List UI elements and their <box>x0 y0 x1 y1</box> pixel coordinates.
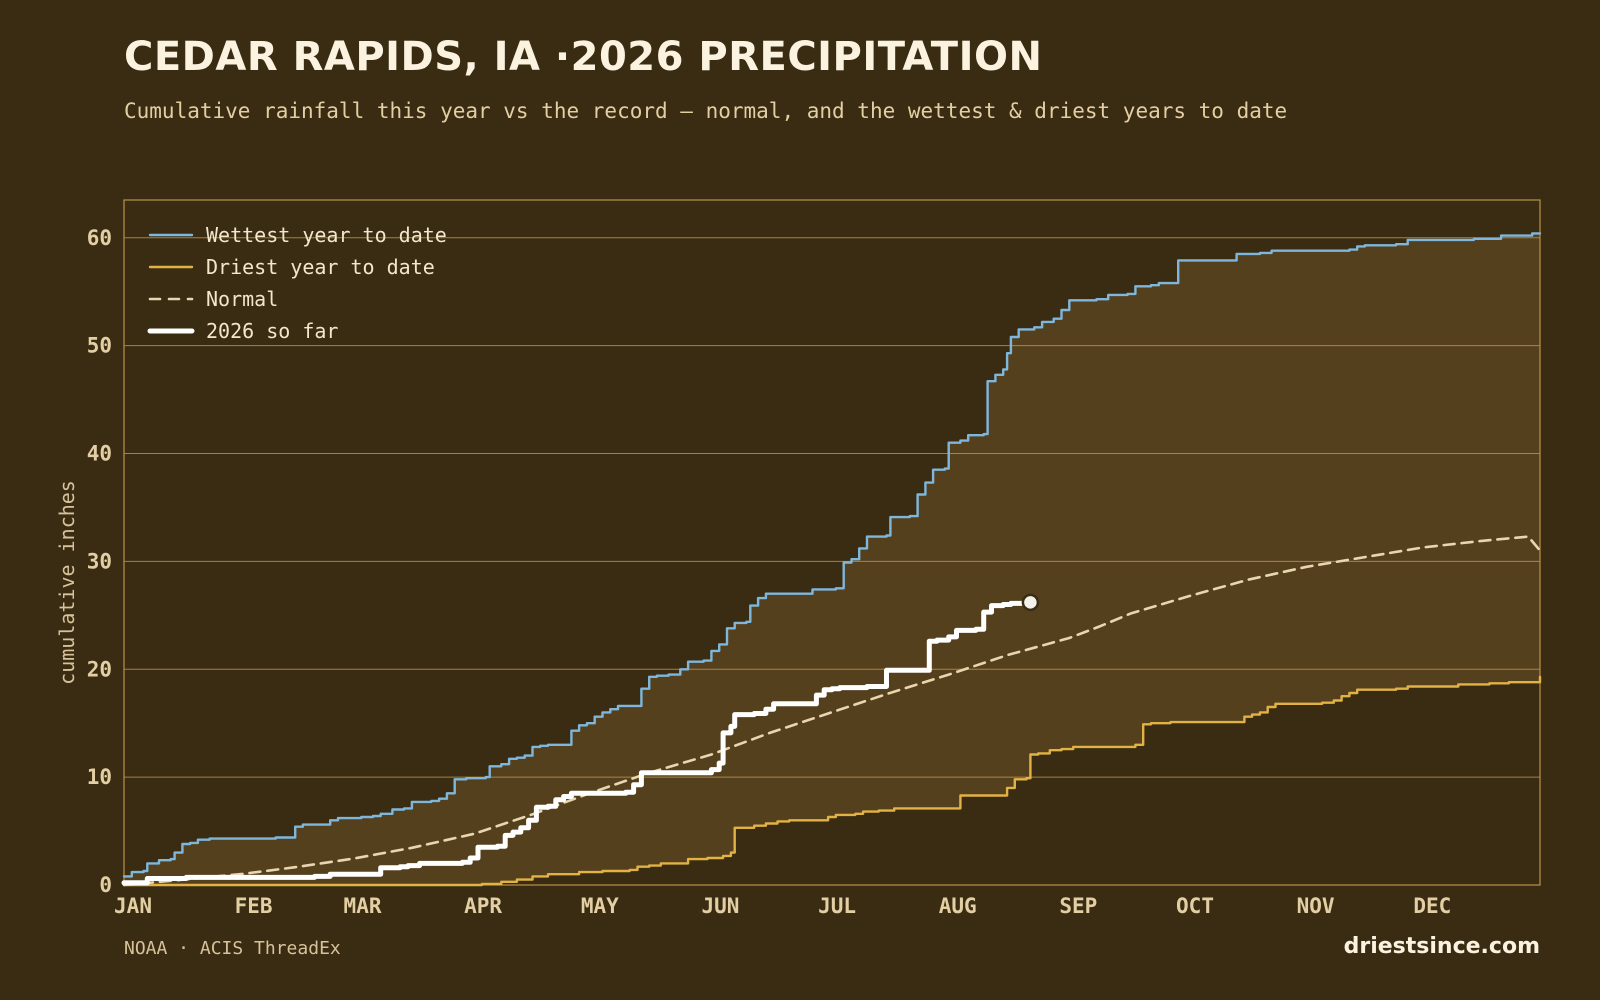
x-tick-label: JAN <box>114 894 152 918</box>
chart-legend: Wettest year to date Driest year to date N… <box>147 223 447 343</box>
series-line-current <box>121 599 1033 886</box>
legend-label-normal: Normal <box>206 287 278 311</box>
series-line-wettest <box>122 232 1542 878</box>
site-credit: driestsince.com <box>1343 934 1540 959</box>
y-tick-label: 60 <box>87 226 112 250</box>
y-tick-label: 20 <box>87 657 112 681</box>
x-tick-label: OCT <box>1176 894 1214 918</box>
series-line-driest <box>122 675 1542 887</box>
x-tick-label: NOV <box>1297 894 1335 918</box>
y-tick-label: 40 <box>87 442 112 466</box>
chart-gridlines <box>124 237 1540 778</box>
legend-label-current: 2026 so far <box>206 319 338 343</box>
x-axis-ticks: JAN FEB MAR APR MAY JUN JUL AUG SEP OCT NOV DEC <box>114 894 1451 918</box>
x-tick-label: APR <box>464 894 502 918</box>
x-tick-label: FEB <box>235 894 273 918</box>
x-tick-label: JUL <box>818 894 856 918</box>
x-tick-label: DEC <box>1413 894 1451 918</box>
x-tick-label: MAR <box>344 894 382 918</box>
legend-label-wettest: Wettest year to date <box>206 223 447 247</box>
data-source: NOAA · ACIS ThreadEx <box>124 938 341 959</box>
x-tick-label: SEP <box>1059 894 1097 918</box>
legend-label-driest: Driest year to date <box>206 255 435 279</box>
page-title: CEDAR RAPIDS, IA ·2026 PRECIPITATION <box>124 34 1043 80</box>
x-tick-label: AUG <box>939 894 977 918</box>
y-tick-label: 30 <box>87 549 112 573</box>
chart-series <box>121 232 1542 887</box>
y-tick-label: 50 <box>87 334 112 358</box>
y-axis-ticks: 0 10 20 30 40 50 60 <box>87 226 112 897</box>
plot-frame <box>123 199 1541 886</box>
y-tick-label: 10 <box>87 765 112 789</box>
y-axis-label: cumulative inches <box>55 480 79 685</box>
page-subtitle: Cumulative rainfall this year vs the rec… <box>124 99 1288 123</box>
x-tick-label: JUN <box>701 894 739 918</box>
y-tick-label: 0 <box>99 873 112 897</box>
current-endpoint-marker <box>1021 593 1040 612</box>
series-line-normal <box>122 535 1542 887</box>
x-tick-label: MAY <box>581 894 619 918</box>
